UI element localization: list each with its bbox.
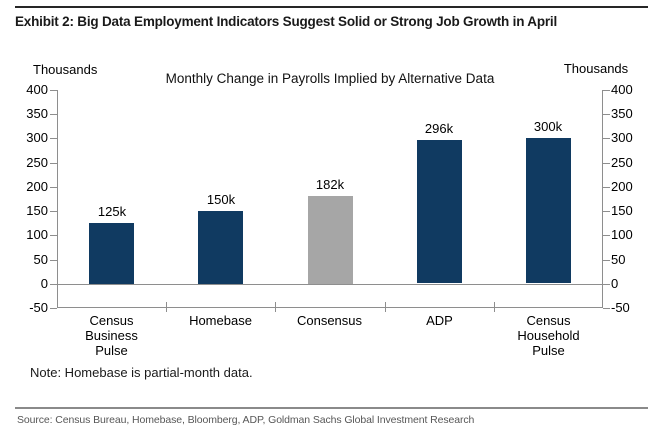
x-axis-category-label: Census Business Pulse xyxy=(85,313,138,358)
x-axis-category-label: Consensus xyxy=(296,313,363,328)
y-tick-left xyxy=(50,138,57,139)
y-axis-left-tick-label: 350 xyxy=(26,106,48,122)
y-tick-right xyxy=(603,211,610,212)
y-axis-right-tick-label: -50 xyxy=(611,300,630,315)
left-axis-unit-label: Thousands xyxy=(33,62,98,77)
y-axis-right-line xyxy=(602,90,603,308)
category-boundary-tick xyxy=(275,302,276,312)
category-boundary-tick xyxy=(385,302,386,312)
bar-value-label: 182k xyxy=(315,177,345,192)
right-axis-unit-label: Thousands xyxy=(563,61,629,76)
y-tick-left xyxy=(50,114,57,115)
exhibit-title: Exhibit 2: Big Data Employment Indicator… xyxy=(15,14,558,29)
y-tick-left xyxy=(50,235,57,236)
y-axis-right-tick-label: 250 xyxy=(611,154,633,170)
bottom-rule xyxy=(15,407,648,409)
y-axis-left-tick-label: 300 xyxy=(26,130,48,146)
y-axis-left-tick-label: 400 xyxy=(26,82,48,97)
bar-182k xyxy=(308,196,353,284)
bar-value-label: 150k xyxy=(206,192,236,207)
y-axis-right-tick-label: 350 xyxy=(611,106,633,122)
y-tick-right xyxy=(603,284,610,285)
category-boundary-tick xyxy=(494,302,495,312)
bar-value-label: 125k xyxy=(97,204,127,219)
y-axis-right-tick-label: 150 xyxy=(611,203,633,219)
y-tick-left xyxy=(50,163,57,164)
y-tick-right xyxy=(603,90,610,91)
y-tick-right xyxy=(603,114,610,115)
source-line: Source: Census Bureau, Homebase, Bloombe… xyxy=(17,414,475,426)
y-tick-left xyxy=(50,90,57,91)
x-axis-category-label: ADP xyxy=(426,313,453,328)
x-axis-category-label: Homebase xyxy=(189,313,252,328)
y-axis-right-tick-label: 300 xyxy=(611,130,633,146)
y-tick-left xyxy=(50,308,57,309)
bar-300k xyxy=(526,138,571,283)
y-tick-left xyxy=(50,284,57,285)
y-tick-left xyxy=(50,260,57,261)
y-axis-left-tick-label: 100 xyxy=(26,227,48,243)
y-axis-left-tick-label: 0 xyxy=(40,275,48,291)
y-tick-right xyxy=(603,138,610,139)
y-axis-right-tick-label: 0 xyxy=(611,275,619,291)
y-tick-left xyxy=(50,187,57,188)
y-axis-left-tick-label: -50 xyxy=(29,300,48,315)
y-axis-right-tick-label: 400 xyxy=(611,82,633,97)
y-axis-right-tick-label: 200 xyxy=(611,178,633,194)
y-axis-left-line xyxy=(57,90,58,308)
y-axis-left-tick-label: 250 xyxy=(26,154,48,170)
zero-line xyxy=(57,284,603,285)
chart-title: Monthly Change in Payrolls Implied by Al… xyxy=(165,71,495,86)
y-tick-left xyxy=(50,211,57,212)
bar-value-label: 300k xyxy=(533,119,563,134)
bar-125k xyxy=(89,223,134,284)
y-axis-left-tick-label: 150 xyxy=(26,203,48,219)
note-text: Note: Homebase is partial-month data. xyxy=(30,365,253,380)
y-axis-left-tick-label: 50 xyxy=(33,251,48,267)
y-axis-right-tick-label: 50 xyxy=(611,251,626,267)
y-axis-left-tick-label: 200 xyxy=(26,178,48,194)
category-boundary-tick xyxy=(166,302,167,312)
x-axis-bottom-line xyxy=(57,307,603,308)
plot-area: 125k 150k 182k 296k 300k xyxy=(50,90,610,312)
bar-value-label: 296k xyxy=(424,121,454,136)
bar-150k xyxy=(198,211,243,284)
y-tick-right xyxy=(603,235,610,236)
y-tick-right xyxy=(603,260,610,261)
y-tick-right xyxy=(603,308,610,309)
y-tick-right xyxy=(603,187,610,188)
top-rule xyxy=(15,6,648,8)
y-tick-right xyxy=(603,163,610,164)
x-axis-category-label: Census Household Pulse xyxy=(517,313,580,358)
bar-296k xyxy=(417,140,462,283)
y-axis-right-tick-label: 100 xyxy=(611,227,633,243)
